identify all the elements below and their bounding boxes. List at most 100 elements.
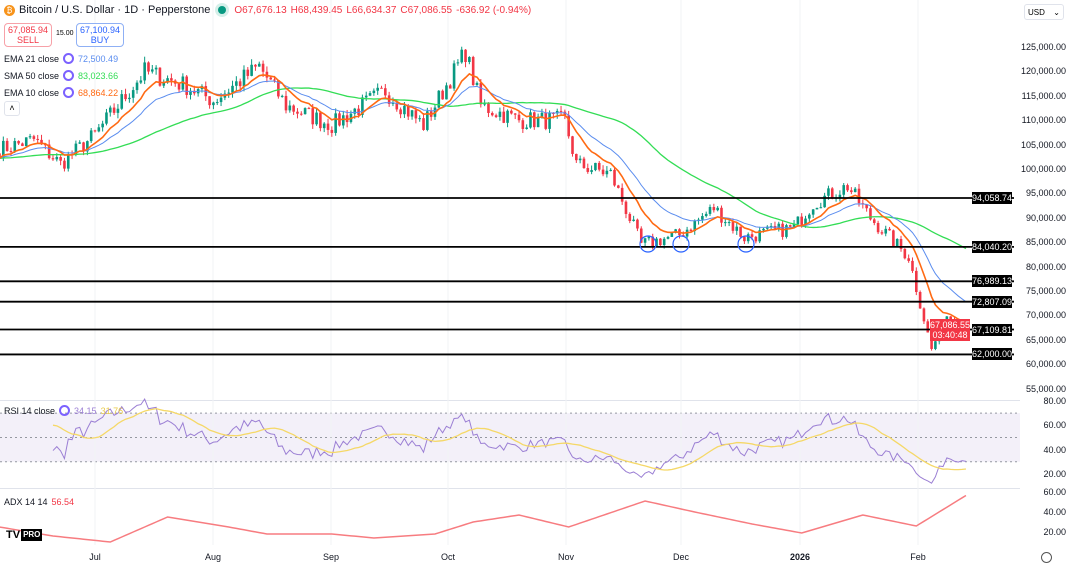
candle-body: [888, 228, 891, 231]
candle-body: [823, 195, 826, 208]
sell-label: SELL: [16, 35, 40, 45]
candle: [284, 90, 288, 114]
candle-body: [590, 170, 593, 172]
price-axis-label: 100,000.00: [1020, 164, 1066, 174]
candle: [418, 115, 421, 122]
candle-body: [838, 194, 842, 198]
candle-body: [479, 82, 483, 105]
candle: [93, 129, 97, 133]
candle: [521, 118, 525, 133]
symbol-title[interactable]: Bitcoin / U.S. Dollar · 1D · Pepperstone: [19, 4, 211, 16]
candle: [590, 165, 593, 175]
highlight-circle: [639, 235, 657, 253]
candle: [865, 204, 868, 212]
candle: [617, 184, 620, 189]
candle-body: [124, 94, 127, 100]
candle-body: [361, 97, 364, 115]
candle: [666, 235, 670, 240]
sell-button[interactable]: 67,085.94 SELL: [4, 23, 52, 47]
candle-body: [395, 102, 399, 110]
candle-body: [452, 63, 456, 89]
candle: [299, 111, 303, 116]
candle-body: [659, 238, 662, 246]
candle: [578, 155, 582, 164]
candle: [292, 104, 295, 115]
candle-body: [911, 260, 914, 271]
candle-body: [746, 234, 750, 242]
candle-body: [884, 228, 888, 234]
price-axis-label: 95,000.00: [1025, 188, 1066, 199]
candle-body: [922, 308, 926, 322]
settings-icon[interactable]: [63, 70, 75, 81]
candle: [28, 133, 32, 140]
settings-icon[interactable]: [59, 405, 71, 416]
candle: [510, 109, 513, 115]
candle-body: [364, 95, 368, 98]
candle-body: [930, 332, 933, 349]
time-axis-label: Oct: [440, 552, 456, 562]
indicator-legend[interactable]: SMA 50 close 83,023.66: [4, 70, 118, 81]
candle-body: [704, 213, 708, 217]
buy-button[interactable]: 67,100.94 BUY: [76, 23, 124, 47]
candle-body: [830, 188, 834, 199]
candle: [788, 224, 792, 228]
candle-body: [212, 102, 215, 106]
settings-icon[interactable]: [1041, 552, 1052, 563]
level-price-label: 94,058.74: [972, 191, 1013, 204]
time-axis-label: Feb: [910, 552, 926, 562]
candle-body: [643, 238, 647, 243]
candle: [372, 88, 376, 96]
candle: [254, 64, 257, 71]
candle: [586, 163, 590, 174]
candle-body: [307, 108, 311, 110]
candle-body: [66, 154, 70, 169]
candle-body: [605, 170, 609, 175]
adx-legend: ADX 14 14 56.54: [4, 497, 74, 507]
ema21-line: [0, 80, 967, 303]
candle: [628, 212, 632, 224]
collapse-indicators-button[interactable]: ˄: [4, 101, 20, 116]
candle-body: [418, 118, 421, 120]
candle: [139, 76, 143, 85]
candle-body: [777, 223, 781, 229]
bar-countdown: 03:40:48: [932, 329, 968, 340]
candle-body: [376, 87, 379, 91]
rsi-axis-label: 60.00: [1043, 420, 1066, 431]
candle-body: [662, 238, 666, 246]
adx-value: 56.54: [51, 497, 75, 507]
candle: [689, 228, 693, 232]
candle-body: [319, 112, 322, 129]
candle: [44, 144, 47, 150]
candle: [288, 100, 292, 113]
candle-body: [120, 94, 124, 109]
candle: [135, 80, 139, 94]
candle: [196, 88, 200, 97]
indicator-legend[interactable]: EMA 21 close 72,500.49: [4, 53, 118, 64]
candle-body: [63, 160, 66, 169]
candle: [926, 319, 930, 333]
candle: [743, 236, 746, 244]
rsi-axis-label: 80.00: [1043, 396, 1066, 406]
candle: [720, 205, 723, 227]
candle-body: [850, 190, 853, 193]
candle: [32, 134, 36, 142]
candle-body: [112, 107, 116, 113]
candle-body: [284, 95, 288, 111]
candle-body: [59, 157, 62, 161]
candle-body: [597, 162, 601, 170]
currency-select[interactable]: USD ⌄: [1024, 4, 1064, 20]
candle: [796, 216, 800, 226]
candle-body: [857, 188, 861, 204]
indicator-legend[interactable]: EMA 10 close 68,864.22: [4, 87, 118, 98]
candle: [487, 102, 490, 118]
candle-body: [624, 201, 628, 214]
last-price-label: 67,086.55 03:40:48: [930, 318, 970, 341]
candle: [307, 106, 311, 110]
candle-body: [235, 81, 238, 86]
price-axis-label: 105,000.00: [1020, 139, 1066, 150]
settings-icon[interactable]: [63, 87, 75, 98]
rsi-legend: RSI 14 close 34.15 31.76: [4, 405, 123, 416]
indicator-label: EMA 10 close: [4, 87, 60, 98]
settings-icon[interactable]: [63, 53, 75, 64]
